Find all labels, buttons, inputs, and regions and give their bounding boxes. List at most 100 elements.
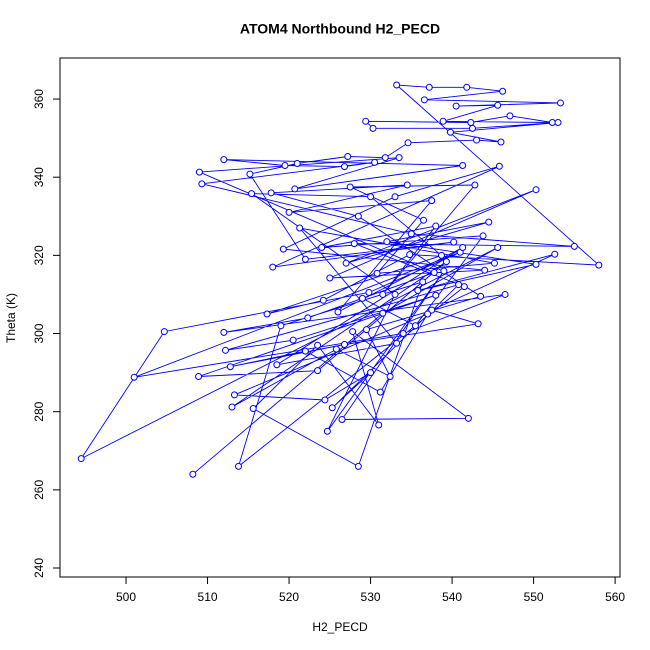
point (485, 218, 493, 226)
point (342, 259, 350, 267)
y-tick-label: 280 (32, 401, 46, 421)
point (428, 197, 436, 205)
point (506, 112, 514, 120)
point (391, 290, 399, 298)
point (326, 274, 334, 282)
point (226, 363, 234, 371)
y-axis-label: Theta (K) (4, 293, 18, 343)
point (314, 367, 322, 375)
point (281, 161, 289, 169)
point (338, 416, 346, 424)
connecting-line (79, 84, 601, 475)
point (369, 124, 377, 132)
point (407, 230, 415, 238)
point (346, 183, 354, 191)
point (273, 361, 281, 369)
y-tick-label: 320 (32, 245, 46, 265)
x-tick-label: 550 (524, 590, 544, 604)
point (497, 138, 505, 146)
point (494, 101, 502, 109)
point (263, 310, 271, 318)
x-tick-label: 530 (361, 590, 381, 604)
point (425, 83, 433, 91)
y-tick-label: 240 (32, 558, 46, 578)
point (501, 290, 509, 298)
point (246, 170, 254, 178)
point (301, 255, 309, 263)
point (354, 462, 362, 470)
point (452, 102, 460, 110)
point (318, 244, 326, 252)
point (383, 238, 391, 246)
x-tick-label: 560 (605, 590, 625, 604)
point (371, 158, 379, 166)
point (554, 118, 562, 126)
point (362, 326, 370, 334)
point (420, 96, 428, 104)
point (495, 162, 503, 170)
point (460, 283, 468, 291)
point (450, 238, 458, 246)
point (248, 190, 256, 198)
point (477, 292, 485, 300)
point (473, 136, 481, 144)
point (481, 266, 489, 274)
point (314, 341, 322, 349)
point (428, 306, 436, 314)
point (459, 244, 467, 252)
point (479, 232, 487, 240)
point (367, 193, 375, 201)
point (301, 347, 309, 355)
point (595, 261, 603, 269)
point (235, 462, 243, 470)
point (293, 160, 301, 168)
point (381, 154, 389, 162)
point (551, 250, 559, 258)
point (414, 287, 422, 295)
point (291, 185, 299, 193)
point (354, 212, 362, 220)
point (419, 278, 427, 286)
point (471, 181, 479, 189)
point (490, 259, 498, 267)
point (358, 294, 366, 302)
point (430, 269, 438, 277)
y-tick-label: 360 (32, 89, 46, 109)
point (289, 336, 297, 344)
point (160, 328, 168, 336)
y-tick-label: 300 (32, 323, 46, 343)
point (464, 414, 472, 422)
point (556, 99, 564, 107)
chart-title: ATOM4 Northbound H2_PECD (240, 21, 440, 37)
point (432, 291, 440, 299)
point (395, 154, 403, 162)
point (499, 87, 507, 95)
point (195, 373, 203, 381)
point (440, 267, 448, 275)
point (437, 251, 445, 259)
point (340, 340, 348, 348)
point (399, 330, 407, 338)
point (304, 314, 312, 322)
point (373, 269, 381, 277)
point (548, 118, 556, 126)
point (349, 328, 357, 336)
point (532, 260, 540, 268)
point (375, 421, 383, 429)
point (386, 373, 394, 381)
point (267, 189, 275, 197)
point (463, 83, 471, 91)
point (279, 245, 287, 253)
x-tick-label: 500 (116, 590, 136, 604)
point (442, 258, 450, 266)
point (403, 181, 411, 189)
point (362, 117, 370, 125)
point (198, 180, 206, 188)
point (269, 263, 277, 271)
point (130, 373, 138, 381)
point (228, 403, 236, 411)
point (277, 322, 285, 330)
point (494, 244, 502, 252)
point (365, 288, 373, 296)
